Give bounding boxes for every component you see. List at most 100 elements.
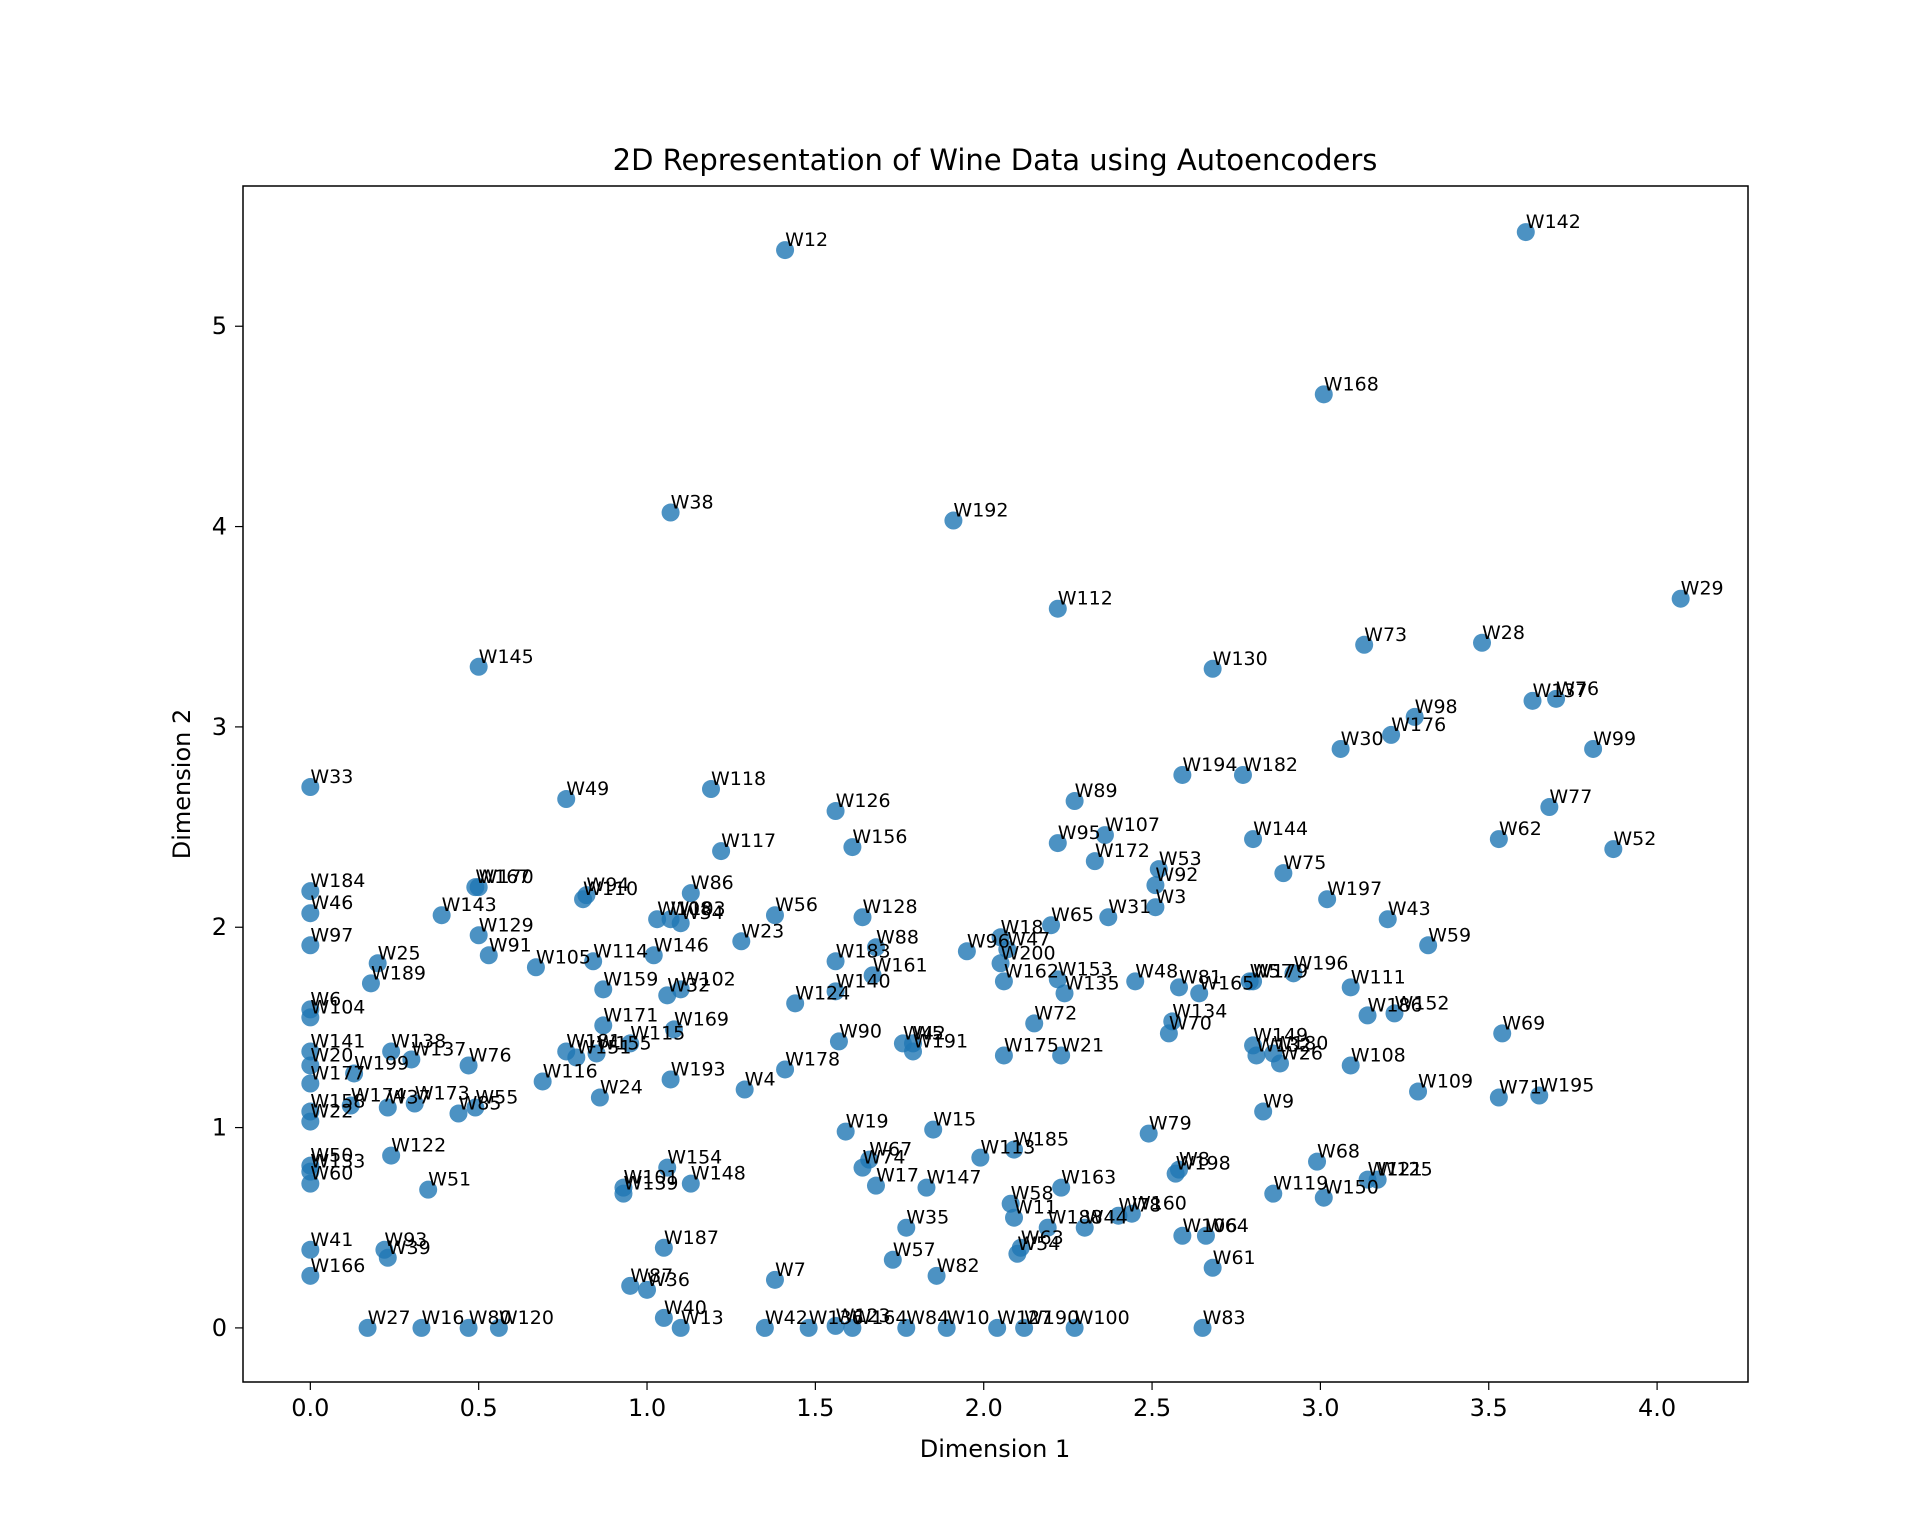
point-label-w188: W188	[1048, 1207, 1103, 1229]
point-w144	[1244, 830, 1263, 849]
plot-frame	[242, 185, 1749, 1383]
point-w192	[944, 511, 963, 530]
point-label-w67: W67	[869, 1139, 912, 1161]
point-w170	[469, 878, 488, 897]
point-label-w10: W10	[947, 1307, 990, 1329]
point-label-w52: W52	[1613, 828, 1656, 850]
point-w29	[1671, 589, 1690, 608]
point-w65	[1042, 916, 1061, 935]
point-label-w49: W49	[566, 778, 609, 800]
points-layer: W12 W142 W168 W38 W192 W29 W112 W73 W28 W145 W130 W…	[301, 211, 1724, 1337]
point-w23	[732, 932, 751, 951]
point-w37	[378, 1098, 397, 1117]
point-label-w26: W26	[1280, 1042, 1323, 1064]
point-label-w82: W82	[937, 1255, 980, 1277]
point-w62	[1489, 830, 1508, 849]
point-w148	[681, 1174, 700, 1193]
point-label-w27: W27	[368, 1307, 411, 1329]
point-label-w120: W120	[499, 1307, 554, 1329]
point-w113	[971, 1148, 990, 1167]
point-label-w179: W179	[1253, 960, 1308, 982]
point-w83	[1193, 1318, 1212, 1337]
point-label-w182: W182	[1243, 754, 1298, 776]
point-label-w174: W174	[351, 1085, 406, 1107]
point-label-w3: W3	[1155, 886, 1186, 908]
point-w186	[1358, 1006, 1377, 1025]
point-label-w92: W92	[1155, 864, 1198, 886]
y-axis-label: Dimension 2	[168, 709, 196, 859]
x-tick-label: 1.5	[796, 1394, 834, 1422]
point-w127	[988, 1318, 1007, 1337]
y-tick-label: 1	[212, 1114, 227, 1142]
point-label-w192: W192	[953, 500, 1008, 522]
point-w193	[661, 1070, 680, 1089]
point-label-w39: W39	[388, 1237, 431, 1259]
point-label-w123: W123	[836, 1305, 891, 1327]
point-label-w88: W88	[876, 926, 919, 948]
point-label-w162: W162	[1004, 960, 1059, 982]
point-label-w101: W101	[623, 1167, 678, 1189]
point-w143	[432, 906, 451, 925]
point-label-w5: W5	[913, 1022, 944, 1044]
y-axis: 0 1 2 3 4 5	[212, 312, 243, 1342]
point-label-w195: W195	[1539, 1075, 1594, 1097]
point-label-w47: W47	[1007, 928, 1050, 950]
point-w92	[1146, 876, 1165, 895]
point-label-w81: W81	[1179, 966, 1222, 988]
point-w86	[681, 884, 700, 903]
point-w178	[776, 1060, 795, 1079]
x-axis: 0.0 0.5 1.0 1.5 2.0 2.5 3.0 3.5 4.0	[291, 1382, 1676, 1422]
point-label-w190: W190	[1024, 1307, 1079, 1329]
y-tick-label: 0	[212, 1314, 227, 1342]
point-w188	[1038, 1218, 1057, 1237]
x-tick-label: 2.0	[965, 1394, 1003, 1422]
point-w52	[1604, 840, 1623, 859]
point-w20	[301, 1056, 320, 1075]
x-tick-label: 0.5	[460, 1394, 498, 1422]
point-w184	[301, 882, 320, 901]
point-w27	[358, 1318, 377, 1337]
point-label-w152: W152	[1394, 992, 1449, 1014]
point-w95	[1048, 834, 1067, 853]
point-w73	[1355, 635, 1374, 654]
point-label-w65: W65	[1051, 904, 1094, 926]
point-label-w48: W48	[1135, 960, 1178, 982]
point-label-w197: W197	[1327, 878, 1382, 900]
point-label-w7: W7	[775, 1259, 806, 1281]
point-w51	[419, 1180, 438, 1199]
point-label-w130: W130	[1213, 648, 1268, 670]
point-label-w172: W172	[1095, 840, 1150, 862]
point-label-w80: W80	[469, 1307, 512, 1329]
point-w174	[341, 1096, 360, 1115]
point-label-w20: W20	[310, 1044, 353, 1066]
point-w147	[917, 1178, 936, 1197]
point-w54	[1008, 1244, 1027, 1263]
point-w56	[765, 906, 784, 925]
point-label-w72: W72	[1034, 1002, 1077, 1024]
point-label-w139: W139	[623, 1173, 678, 1195]
point-label-w42b: W42	[765, 1307, 808, 1329]
point-w114	[584, 952, 603, 971]
point-label-w22: W22	[310, 1101, 353, 1123]
point-label-w199: W199	[354, 1052, 409, 1074]
point-w120	[489, 1318, 508, 1337]
point-w74	[853, 1158, 872, 1177]
point-label-w8: W8	[1179, 1149, 1210, 1171]
point-w196	[1284, 964, 1303, 983]
point-label-w87: W87	[630, 1265, 673, 1287]
x-tick-label: 0.0	[291, 1394, 329, 1422]
point-w44	[1075, 1218, 1094, 1237]
point-w125	[1368, 1170, 1387, 1189]
point-w115	[621, 1034, 640, 1053]
point-label-w160: W160	[1132, 1193, 1187, 1215]
point-w146	[644, 946, 663, 965]
point-label-w97: W97	[310, 924, 353, 946]
point-label-w112: W112	[1058, 588, 1113, 610]
point-w110	[574, 890, 593, 909]
point-w145	[469, 657, 488, 676]
point-label-w71: W71	[1499, 1077, 1542, 1099]
point-w140	[826, 982, 845, 1001]
point-label-w126: W126	[836, 790, 891, 812]
point-label-w58: W58	[1011, 1183, 1054, 1205]
point-label-w50: W50	[310, 1145, 353, 1167]
